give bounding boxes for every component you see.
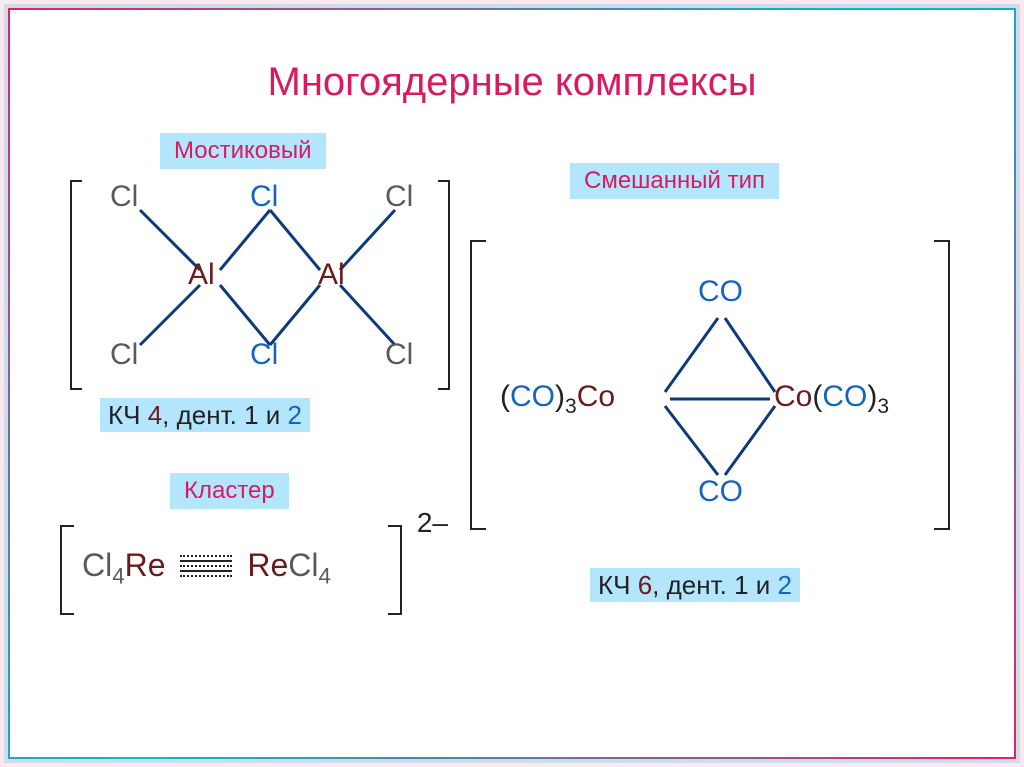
cl-r-n: 4 — [318, 563, 330, 588]
bracket-right-3 — [388, 525, 402, 615]
formula-re: Cl4Re ReCl4 — [82, 547, 331, 589]
kch1-prefix: КЧ — [108, 400, 148, 430]
rp-close: ) — [867, 380, 877, 413]
atom-cl-bl: Cl — [110, 338, 138, 372]
quad-bond-icon — [180, 552, 232, 580]
kch-label-2: КЧ 6, дент. 1 и 2 — [590, 570, 800, 601]
atom-cl-tr: Cl — [385, 180, 413, 214]
re-r: Re — [247, 547, 288, 583]
lp-close: ) — [555, 380, 565, 413]
rp-open: ( — [812, 380, 822, 413]
kch-label-1: КЧ 4, дент. 1 и 2 — [100, 400, 310, 431]
kch2-dent: , дент. — [652, 570, 734, 600]
kch1-d1: 1 — [244, 400, 258, 430]
cl-l-n: 4 — [112, 563, 124, 588]
kch2-num: 6 — [638, 570, 652, 600]
atom-co-top: CO — [698, 275, 743, 309]
co-metal-l: Co — [577, 380, 615, 413]
cl-l: Cl — [82, 547, 112, 583]
kch2-d1: 1 — [734, 570, 748, 600]
kch2-d2: 2 — [778, 570, 792, 600]
rp-co: CO — [822, 380, 867, 413]
lp-n: 3 — [565, 395, 577, 418]
re-l: Re — [125, 547, 166, 583]
bracket-left-3 — [60, 525, 74, 615]
atom-al-r: Al — [318, 258, 345, 292]
diagram-re2cl8: 2– Cl4Re ReCl4 — [60, 525, 430, 615]
diagram-al2cl6: Cl Cl Cl Al Al Cl Cl Cl — [70, 150, 450, 400]
kch1-dent: , дент. — [162, 400, 244, 430]
kch1-num: 4 — [148, 400, 162, 430]
kch1-d2: 2 — [288, 400, 302, 430]
atom-co-bot: CO — [698, 475, 743, 509]
page-title: Многоядерные комплексы — [0, 60, 1024, 105]
atom-cl-bc: Cl — [250, 338, 278, 372]
right-group: Co(CO)3 — [774, 380, 889, 419]
co-metal-r: Co — [774, 380, 812, 413]
lp-co: CO — [510, 380, 555, 413]
atom-cl-tl: Cl — [110, 180, 138, 214]
label-mixed: Смешанный тип — [570, 163, 779, 199]
cl-r: Cl — [288, 547, 318, 583]
lp-open: ( — [500, 380, 510, 413]
atom-cl-br: Cl — [385, 338, 413, 372]
diagram-co2co8: CO CO (CO)3Co Co(CO)3 — [470, 240, 950, 530]
atom-cl-tc: Cl — [250, 180, 278, 214]
charge-label: 2– — [417, 507, 448, 539]
atom-al-l: Al — [188, 258, 215, 292]
rp-n: 3 — [877, 395, 889, 418]
left-group: (CO)3Co — [500, 380, 615, 419]
kch1-and: и — [259, 400, 288, 430]
label-cluster: Кластер — [170, 473, 289, 509]
kch2-and: и — [749, 570, 778, 600]
kch2-prefix: КЧ — [598, 570, 638, 600]
